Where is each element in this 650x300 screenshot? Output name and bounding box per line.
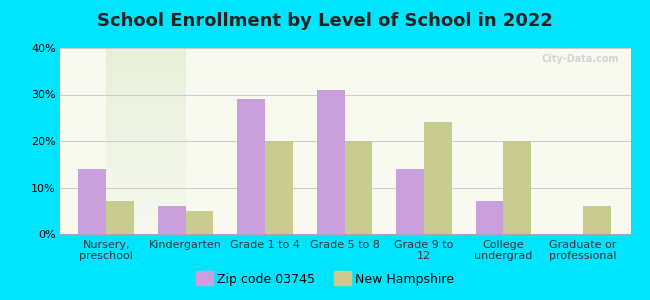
Bar [344, 141, 372, 234]
Bar [106, 202, 134, 234]
Bar [265, 141, 293, 234]
Bar [237, 99, 265, 234]
Bar [503, 141, 531, 234]
Bar [583, 206, 610, 234]
Bar [317, 90, 345, 234]
Bar [424, 122, 452, 234]
Text: City-Data.com: City-Data.com [541, 54, 619, 64]
Bar [186, 211, 213, 234]
Bar [79, 169, 106, 234]
Legend: Zip code 03745, New Hampshire: Zip code 03745, New Hampshire [191, 267, 459, 291]
Bar [158, 206, 186, 234]
Bar [396, 169, 424, 234]
Text: School Enrollment by Level of School in 2022: School Enrollment by Level of School in … [97, 12, 553, 30]
Bar [476, 202, 503, 234]
